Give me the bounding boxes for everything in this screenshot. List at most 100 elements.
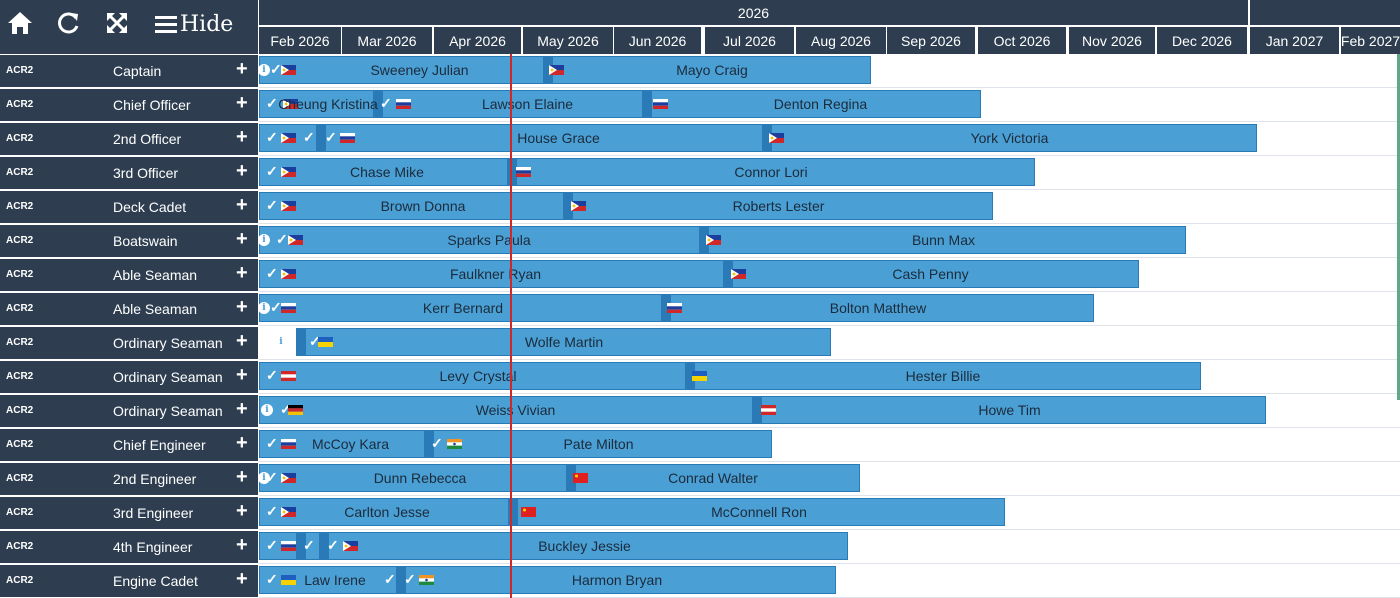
check-icon: ✓	[266, 163, 278, 179]
nationality-flag-icon	[281, 371, 296, 381]
add-crew-button[interactable]: +	[236, 194, 248, 216]
add-crew-button[interactable]: +	[236, 262, 248, 284]
assignment-divider	[508, 498, 518, 526]
check-icon: ✓	[266, 367, 278, 383]
check-icon: ✓	[266, 537, 278, 553]
add-crew-button[interactable]: +	[236, 364, 248, 386]
add-crew-button[interactable]: +	[236, 398, 248, 420]
rank-label: Able Seaman	[113, 267, 198, 283]
assignment-divider	[316, 124, 326, 152]
add-crew-button[interactable]: +	[236, 92, 248, 114]
assignment-bar[interactable]	[259, 498, 1005, 526]
row-gridline	[259, 461, 1400, 462]
row-label: ACR2 Able Seaman +	[0, 259, 258, 291]
assignment-bar[interactable]	[259, 430, 772, 458]
month-label: Jun 2026	[614, 27, 701, 54]
add-crew-button[interactable]: +	[236, 568, 248, 590]
year-header: 2026	[259, 0, 1248, 25]
assignment-bar[interactable]	[259, 396, 1266, 424]
check-icon: ✓	[327, 537, 339, 553]
info-icon[interactable]: i	[258, 472, 270, 484]
check-icon: ✓	[266, 571, 278, 587]
check-icon: ✓	[270, 299, 282, 315]
info-icon[interactable]: i	[258, 234, 270, 246]
row-label: ACR2 4th Engineer +	[0, 531, 258, 563]
nationality-flag-icon	[516, 167, 531, 177]
nationality-flag-icon	[419, 575, 434, 585]
row-label: ACR2 3rd Engineer +	[0, 497, 258, 529]
info-icon[interactable]: i	[275, 336, 287, 348]
check-icon: ✓	[276, 231, 288, 247]
check-icon: ✓	[266, 503, 278, 519]
month-label: May 2026	[523, 27, 613, 54]
add-crew-button[interactable]: +	[236, 296, 248, 318]
nationality-flag-icon	[692, 371, 707, 381]
add-crew-button[interactable]: +	[236, 126, 248, 148]
nationality-flag-icon	[706, 235, 721, 245]
add-crew-button[interactable]: +	[236, 466, 248, 488]
home-icon[interactable]	[6, 9, 34, 37]
add-crew-button[interactable]: +	[236, 534, 248, 556]
row-label: ACR2 Boatswain +	[0, 225, 258, 257]
refresh-icon[interactable]	[54, 9, 82, 37]
month-label: Aug 2026	[796, 27, 886, 54]
rank-label: Deck Cadet	[113, 199, 187, 215]
check-icon: ✓	[309, 333, 321, 349]
row-gridline	[259, 563, 1400, 564]
nationality-flag-icon	[288, 235, 303, 245]
assignment-divider	[661, 294, 671, 322]
assignment-bar[interactable]	[259, 362, 1201, 390]
row-label: ACR2 Engine Cadet +	[0, 565, 258, 597]
assignment-divider	[296, 328, 306, 356]
row-label: ACR2 Ordinary Seaman +	[0, 361, 258, 393]
nationality-flag-icon	[281, 507, 296, 517]
assignment-divider	[563, 192, 573, 220]
expand-icon[interactable]	[103, 9, 131, 37]
rank-label: 2nd Engineer	[113, 471, 197, 487]
assignment-bar[interactable]	[259, 192, 993, 220]
assignment-divider	[723, 260, 733, 288]
assignment-bar[interactable]	[259, 226, 1186, 254]
assignment-bar[interactable]	[259, 124, 1257, 152]
nationality-flag-icon	[281, 201, 296, 211]
scrollbar[interactable]	[1397, 54, 1400, 400]
month-label: Oct 2026	[978, 27, 1066, 54]
info-icon[interactable]: i	[258, 64, 270, 76]
row-gridline	[259, 495, 1400, 496]
assignment-bar[interactable]	[259, 158, 1035, 186]
assignment-bar[interactable]	[259, 90, 981, 118]
add-crew-button[interactable]: +	[236, 500, 248, 522]
add-crew-button[interactable]: +	[236, 58, 248, 80]
row-label: ACR2 Able Seaman +	[0, 293, 258, 325]
row-gridline	[259, 291, 1400, 292]
nationality-flag-icon	[281, 575, 296, 585]
vessel-code: ACR2	[6, 439, 34, 450]
assignment-bar[interactable]	[296, 328, 831, 356]
add-crew-button[interactable]: +	[236, 330, 248, 352]
add-crew-button[interactable]: +	[236, 160, 248, 182]
row-label: ACR2 Captain +	[0, 55, 258, 87]
vessel-code: ACR2	[6, 201, 34, 212]
assignment-bar[interactable]	[259, 464, 860, 492]
nationality-flag-icon	[571, 201, 586, 211]
month-label: Jul 2026	[705, 27, 794, 54]
assignment-bar[interactable]	[259, 566, 836, 594]
add-crew-button[interactable]: +	[236, 432, 248, 454]
month-label: Apr 2026	[434, 27, 521, 54]
nationality-flag-icon	[281, 541, 296, 551]
add-crew-button[interactable]: +	[236, 228, 248, 250]
assignment-divider	[566, 464, 576, 492]
info-icon[interactable]: i	[261, 404, 273, 416]
check-icon: ✓	[303, 537, 315, 553]
info-icon[interactable]: i	[258, 302, 270, 314]
nationality-flag-icon	[573, 473, 588, 483]
assignment-bar[interactable]	[259, 260, 1139, 288]
vessel-code: ACR2	[6, 371, 34, 382]
nationality-flag-icon	[281, 439, 296, 449]
nationality-flag-icon	[549, 65, 564, 75]
month-label: Jan 2027	[1250, 27, 1339, 54]
hide-button[interactable]: Hide	[155, 10, 233, 38]
assignment-divider	[762, 124, 772, 152]
assignment-bar[interactable]	[259, 56, 871, 84]
row-label: ACR2 Ordinary Seaman +	[0, 395, 258, 427]
